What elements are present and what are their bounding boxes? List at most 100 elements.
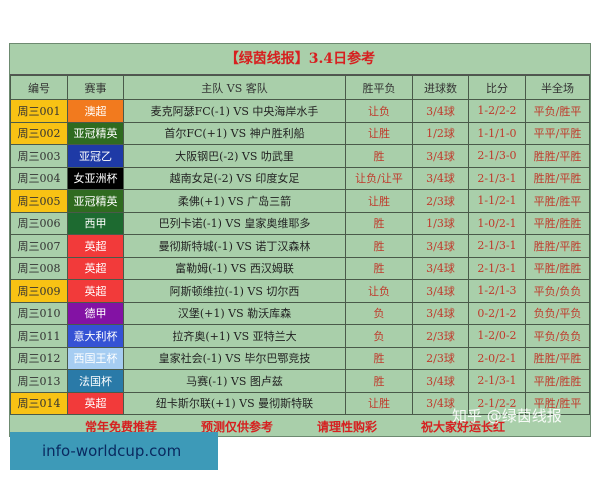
board-title: 【绿茵线报】3.4日参考 xyxy=(10,44,590,75)
table-row: 周三002 亚冠精英 首尔FC(+1) VS 神户胜利船 让胜 1/2球 1-1/1-0 平… xyxy=(10,121,590,145)
halftime-fulltime-cell: 胜胜/平胜 xyxy=(525,234,590,258)
match-id: 周三004 xyxy=(10,166,68,190)
teams-cell: 富勒姆(-1) VS 西汉姆联 xyxy=(123,256,346,280)
league-cell: 英超 xyxy=(67,391,124,415)
goals-cell: 3/4球 xyxy=(412,144,469,168)
score-cell: 2-0/2-1 xyxy=(468,346,526,370)
footer: 常年免费推荐 预测仅供参考 请理性购彩 祝大家好运长红 xyxy=(10,415,590,439)
halftime-fulltime-cell: 平胜/胜胜 xyxy=(525,256,590,280)
goals-cell: 3/4球 xyxy=(412,166,469,190)
watermark-banner: info-worldcup.com xyxy=(10,432,218,470)
score-cell: 1-2/0-2 xyxy=(468,324,526,348)
result-cell: 胜 xyxy=(345,256,413,280)
score-cell: 2-1/3-0 xyxy=(468,144,526,168)
goals-cell: 3/4球 xyxy=(412,301,469,325)
league-cell: 澳超 xyxy=(67,99,124,123)
result-cell: 让胜 xyxy=(345,121,413,145)
match-id: 周三001 xyxy=(10,99,68,123)
column-header: 胜平负 xyxy=(345,75,413,100)
score-cell: 1-2/2-2 xyxy=(468,99,526,123)
goals-cell: 2/3球 xyxy=(412,189,469,213)
score-cell: 2-1/3-1 xyxy=(468,369,526,393)
teams-cell: 麦克阿瑟FC(-1) VS 中央海岸水手 xyxy=(123,99,346,123)
teams-cell: 皇家社会(-1) VS 毕尔巴鄂竞技 xyxy=(123,346,346,370)
goals-cell: 3/4球 xyxy=(412,256,469,280)
match-table: 编号 赛事 主队 VS 客队 胜平负 进球数 比分 半全场 周三001 澳超 麦克阿瑟FC(-1… xyxy=(10,75,590,415)
match-id: 周三014 xyxy=(10,391,68,415)
halftime-fulltime-cell: 负负/平负 xyxy=(525,301,590,325)
result-cell: 让胜 xyxy=(345,391,413,415)
teams-cell: 拉齐奥(+1) VS 亚特兰大 xyxy=(123,324,346,348)
league-cell: 女亚洲杯 xyxy=(67,166,124,190)
halftime-fulltime-cell: 胜胜/平胜 xyxy=(525,346,590,370)
teams-cell: 马赛(-1) VS 图卢兹 xyxy=(123,369,346,393)
teams-cell: 巴列卡诺(-1) VS 皇家奥维耶多 xyxy=(123,211,346,235)
goals-cell: 3/4球 xyxy=(412,369,469,393)
column-header: 比分 xyxy=(468,75,526,100)
teams-cell: 越南女足(-2) VS 印度女足 xyxy=(123,166,346,190)
result-cell: 让负/让平 xyxy=(345,166,413,190)
table-row: 周三006 西甲 巴列卡诺(-1) VS 皇家奥维耶多胜 1/3球 1-0/2-1 平胜/… xyxy=(10,211,590,235)
table-row: 周三005 亚冠精英 柔佛(+1) VS 广岛三箭 让胜 2/3球 1-1/2-1 平胜/胜… xyxy=(10,189,590,213)
column-header: 编号 xyxy=(10,75,68,100)
match-id: 周三008 xyxy=(10,256,68,280)
halftime-fulltime-cell: 平胜/胜胜 xyxy=(525,211,590,235)
result-cell: 胜 xyxy=(345,346,413,370)
footer-slogan: 预测仅供参考 xyxy=(201,420,274,434)
teams-cell: 曼彻斯特城(-1) VS 诺丁汉森林 xyxy=(123,234,346,258)
halftime-fulltime-cell: 平胜/胜胜 xyxy=(525,369,590,393)
table-row: 周三011 意大利杯 拉齐奥(+1) VS 亚特兰大负 2/3球 1-2/0-2 平负/负… xyxy=(10,324,590,348)
halftime-fulltime-cell: 胜胜/平胜 xyxy=(525,166,590,190)
goals-cell: 1/3球 xyxy=(412,211,469,235)
league-cell: 西甲 xyxy=(67,211,124,235)
match-id: 周三002 xyxy=(10,121,68,145)
goals-cell: 2/3球 xyxy=(412,324,469,348)
result-cell: 让负 xyxy=(345,279,413,303)
halftime-fulltime-cell: 平胜/胜平 xyxy=(525,391,590,415)
goals-cell: 3/4球 xyxy=(412,279,469,303)
table-row: 周三009 英超 阿斯顿维拉(-1) VS 切尔西 让负 3/4球 1-2/1-3 平负/负… xyxy=(10,279,590,303)
score-cell: 1-2/1-3 xyxy=(468,279,526,303)
match-id: 周三010 xyxy=(10,301,68,325)
match-id: 周三011 xyxy=(10,324,68,348)
teams-cell: 阿斯顿维拉(-1) VS 切尔西 xyxy=(123,279,346,303)
result-cell: 让负 xyxy=(345,99,413,123)
halftime-fulltime-cell: 平胜/胜平 xyxy=(525,189,590,213)
score-cell: 0-2/1-2 xyxy=(468,301,526,325)
league-cell: 英超 xyxy=(67,279,124,303)
teams-cell: 汉堡(+1) VS 勒沃库森 xyxy=(123,301,346,325)
league-cell: 英超 xyxy=(67,256,124,280)
column-header: 赛事 xyxy=(67,75,124,100)
goals-cell: 1/2球 xyxy=(412,121,469,145)
league-cell: 西国王杯 xyxy=(67,346,124,370)
footer-slogan: 祝大家好运长红 xyxy=(421,420,506,434)
footer-slogan: 请理性购彩 xyxy=(317,420,378,434)
score-cell: 2-1/2-2 xyxy=(468,391,526,415)
zhihu-watermark: 知乎 @绿茵线报 xyxy=(452,407,562,425)
result-cell: 胜 xyxy=(345,369,413,393)
table-row: 周三012 西国王杯 皇家社会(-1) VS 毕尔巴鄂竞技胜 2/3球 2-0/2-1 胜… xyxy=(10,346,590,370)
result-cell: 让胜 xyxy=(345,189,413,213)
league-cell: 亚冠精英 xyxy=(67,189,124,213)
table-row: 周三010 德甲 汉堡(+1) VS 勒沃库森负 3/4球 0-2/1-2 负负/平负 xyxy=(10,301,590,325)
header-row: 编号 赛事 主队 VS 客队 胜平负 进球数 比分 半全场 xyxy=(10,75,590,100)
table-row: 周三003 亚冠乙 大阪钢巴(-2) VS 叻武里胜 3/4球 2-1/3-0 胜胜/平胜 xyxy=(10,144,590,168)
halftime-fulltime-cell: 平负/负负 xyxy=(525,279,590,303)
table-row: 周三007 英超 曼彻斯特城(-1) VS 诺丁汉森林胜 3/4球 2-1/3-1 胜胜/… xyxy=(10,234,590,258)
league-cell: 意大利杯 xyxy=(67,324,124,348)
table-row: 周三013 法国杯 马赛(-1) VS 图卢兹胜 3/4球 2-1/3-1 平胜/胜胜 xyxy=(10,369,590,393)
table-row: 周三014 英超 纽卡斯尔联(+1) VS 曼彻斯特联 让胜 3/4球 2-1/2-2 平胜… xyxy=(10,391,590,415)
column-header: 主队 VS 客队 xyxy=(123,75,346,100)
result-cell: 胜 xyxy=(345,144,413,168)
score-cell: 1-0/2-1 xyxy=(468,211,526,235)
result-cell: 负 xyxy=(345,301,413,325)
match-id: 周三005 xyxy=(10,189,68,213)
result-cell: 胜 xyxy=(345,234,413,258)
league-cell: 法国杯 xyxy=(67,369,124,393)
match-id: 周三009 xyxy=(10,279,68,303)
teams-cell: 大阪钢巴(-2) VS 叻武里 xyxy=(123,144,346,168)
result-cell: 负 xyxy=(345,324,413,348)
teams-cell: 纽卡斯尔联(+1) VS 曼彻斯特联 xyxy=(123,391,346,415)
column-header: 半全场 xyxy=(525,75,590,100)
result-cell: 胜 xyxy=(345,211,413,235)
